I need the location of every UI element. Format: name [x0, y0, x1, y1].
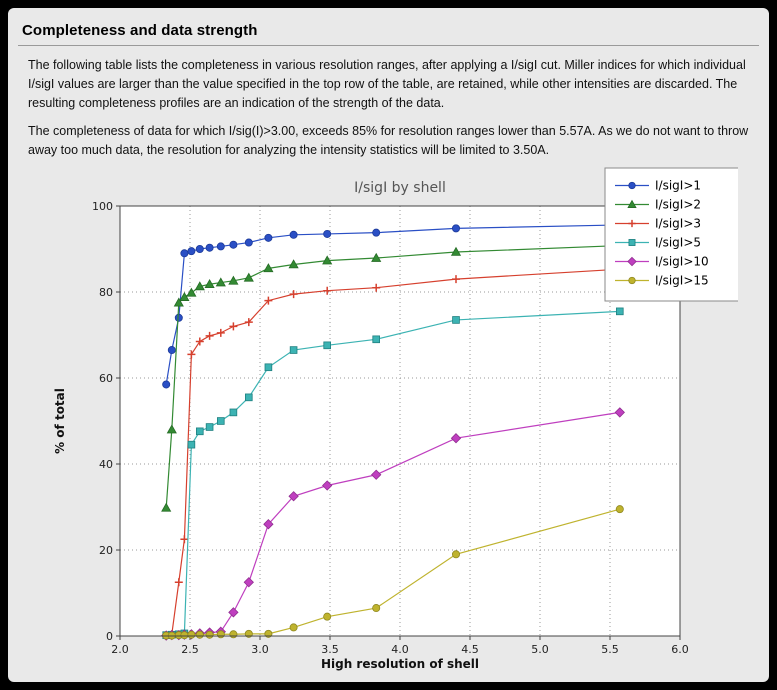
report-panel: Completeness and data strength The follo…	[8, 8, 769, 682]
paragraph-resolution-cutoff: The completeness of data for which I/sig…	[28, 124, 749, 157]
x-tick-label: 2.5	[181, 643, 199, 656]
title-separator	[18, 45, 759, 46]
y-tick-label: 80	[99, 286, 113, 299]
axis-ticks: 2.0 2.5 3.0 3.5 4.0 4.5 5.0 5.5 6.0 0 20 40 60 80 100	[92, 200, 689, 656]
y-tick-label: 40	[99, 458, 113, 471]
legend-label: I/sigI>15	[655, 274, 709, 288]
plot-frame	[119, 205, 681, 637]
y-axis-label: % of total	[53, 388, 67, 454]
x-tick-label: 3.0	[251, 643, 269, 656]
chart-title: I/sigI by shell	[354, 180, 446, 196]
x-tick-label: 5.0	[531, 643, 549, 656]
x-tick-label: 3.5	[321, 643, 339, 656]
legend: I/sigI>1 I/sigI>2 I/sigI>3 I/sigI>5 I/sigI>1…	[604, 167, 756, 302]
series-i-sigi-1	[162, 220, 624, 389]
chart-svg: 2.0 2.5 3.0 3.5 4.0 4.5 5.0 5.5 6.0 0 20 40 60 80 100 I…	[53, 167, 756, 671]
page-title: Completeness and data strength	[22, 22, 258, 39]
legend-label: I/sigI>1	[655, 179, 701, 193]
y-tick-label: 100	[92, 200, 113, 213]
series-i-sigi-3	[162, 265, 624, 640]
legend-label: I/sigI>5	[655, 236, 701, 250]
x-tick-label: 4.0	[391, 643, 409, 656]
completeness-chart-figure: 2.0 2.5 3.0 3.5 4.0 4.5 5.0 5.5 6.0 0 20 40 60 80 100 I…	[48, 166, 756, 680]
x-tick-label: 5.5	[601, 643, 619, 656]
y-tick-label: 20	[99, 544, 113, 557]
x-axis-label: High resolution of shell	[321, 657, 479, 671]
y-tick-label: 0	[106, 630, 113, 643]
x-tick-label: 4.5	[461, 643, 479, 656]
legend-label: I/sigI>10	[655, 255, 709, 269]
legend-label: I/sigI>3	[655, 217, 701, 231]
legend-label: I/sigI>2	[655, 198, 701, 212]
x-tick-label: 2.0	[111, 643, 129, 656]
x-tick-label: 6.0	[671, 643, 689, 656]
plot-area	[120, 206, 680, 636]
series-i-sigi-2	[161, 240, 625, 512]
y-tick-label: 60	[99, 372, 113, 385]
paragraph-completeness-intro: The following table lists the completene…	[28, 58, 746, 110]
